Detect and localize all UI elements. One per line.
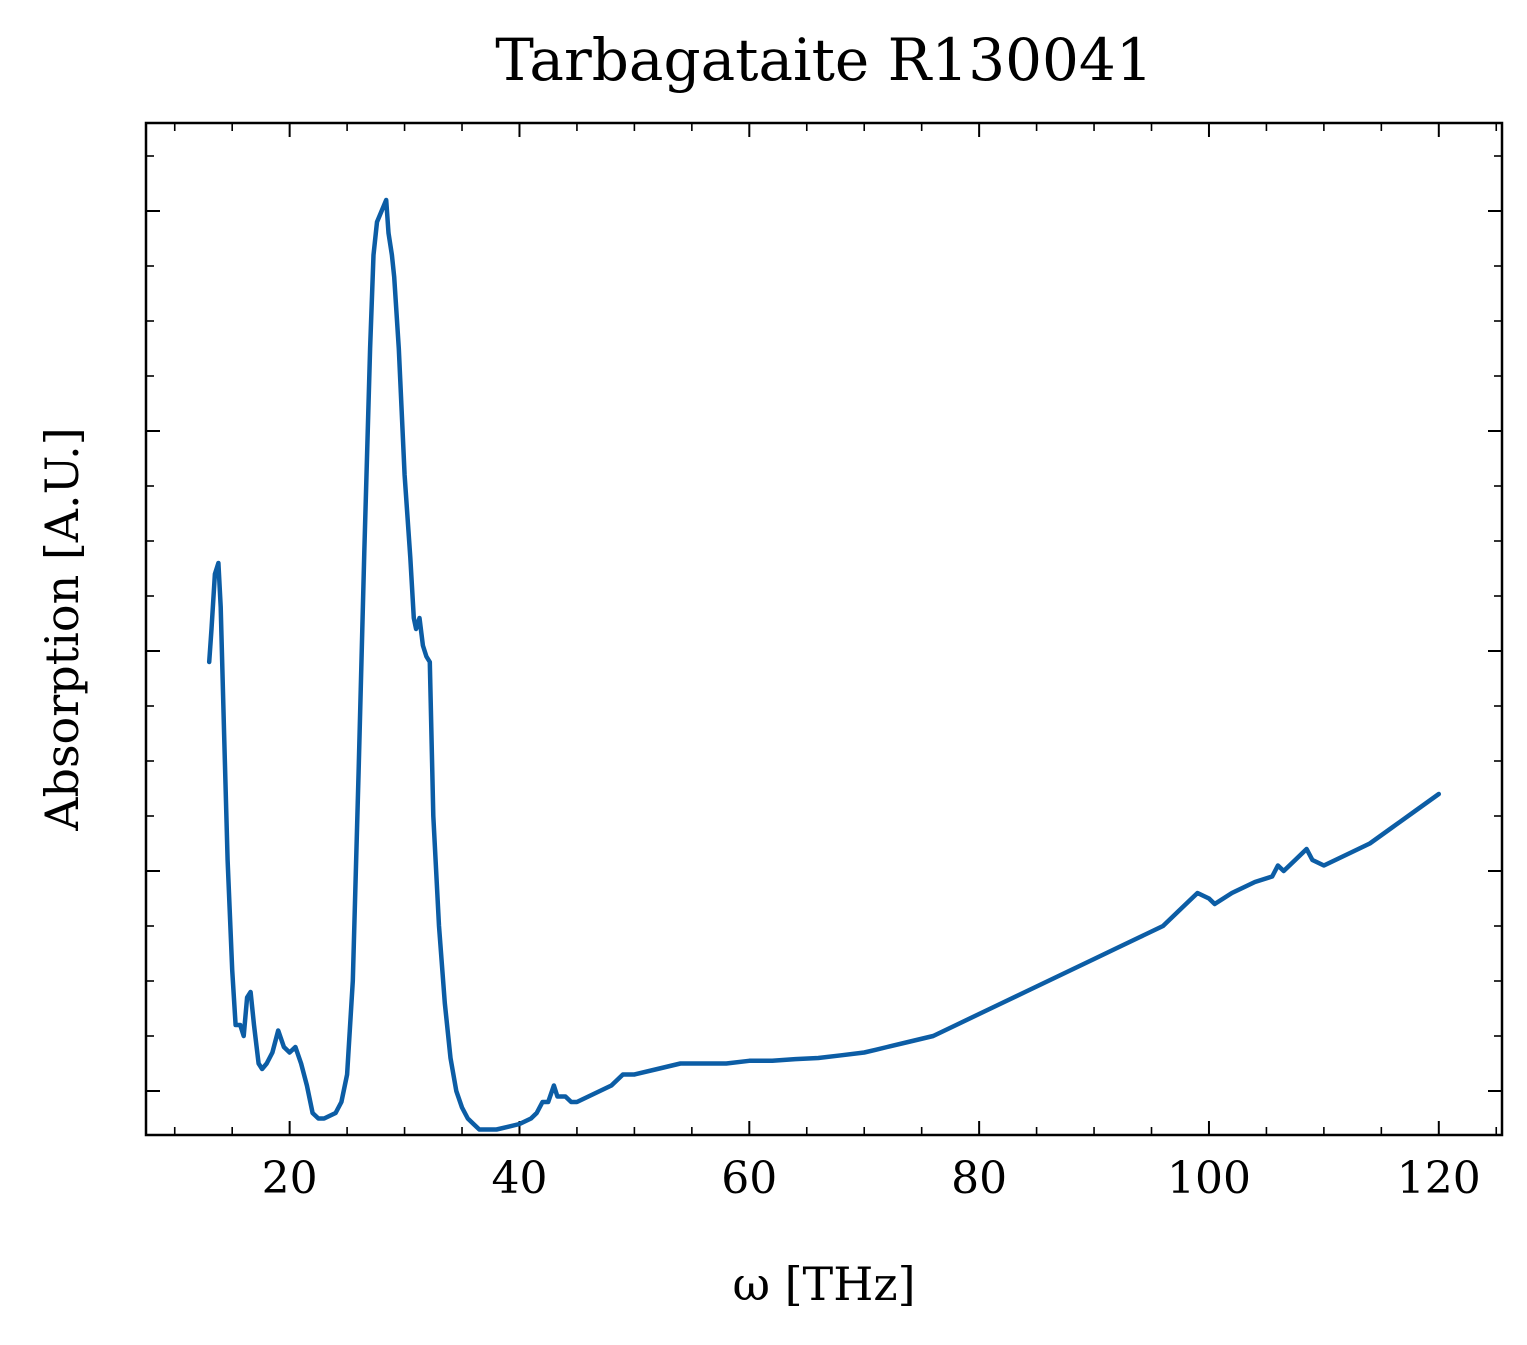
absorption-series-line [206,197,1442,1132]
x-axis-label: ω [THz] [732,1257,915,1311]
x-tick-label: 20 [262,1153,318,1204]
x-tick-label: 120 [1397,1153,1481,1204]
x-tick-label: 60 [721,1153,777,1204]
x-tick-labels: 20 40 60 80 100 120 [262,1153,1481,1204]
axis-ticks [146,123,1502,1135]
x-tick-label: 80 [951,1153,1007,1204]
chart-title: Tarbagataite R130041 [495,26,1152,94]
y-axis-label: Absorption [A.U.] [35,427,89,831]
x-tick-label: 100 [1167,1153,1251,1204]
plot-frame [144,121,1504,1137]
series-layer [206,197,1442,1132]
x-tick-label: 40 [491,1153,547,1204]
